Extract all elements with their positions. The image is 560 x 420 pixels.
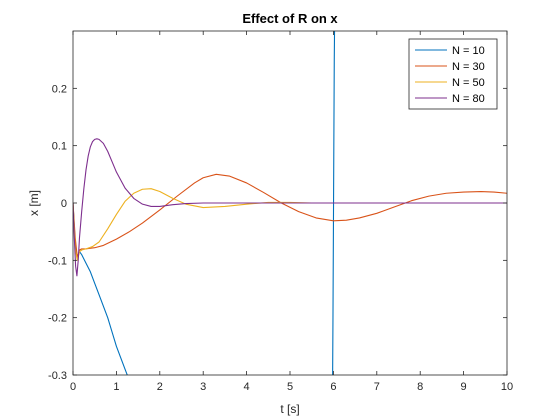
y-tick-label: 0.2: [52, 83, 67, 95]
y-axis-label: x [m]: [27, 190, 41, 216]
y-tick-label: 0.1: [52, 141, 67, 153]
y-tick-label: -0.2: [48, 313, 67, 325]
series-layer: [73, 31, 507, 375]
x-tick-label: 2: [157, 381, 163, 393]
series-line-1: [332, 31, 336, 375]
x-tick-label: 8: [417, 381, 423, 393]
legend-box: [408, 38, 498, 110]
legend-label: N = 10: [452, 45, 485, 57]
y-axis: -0.3 -0.2 -0.1 0 0.1 0.2: [48, 83, 507, 382]
legend-label: N = 80: [452, 93, 485, 105]
x-tick-label: 9: [461, 381, 467, 393]
x-tick-label: 5: [287, 381, 293, 393]
series-line-4: [73, 138, 507, 277]
x-tick-label: 0: [70, 381, 76, 393]
x-tick-label: 10: [501, 381, 513, 393]
x-tick-label: 4: [244, 381, 250, 393]
x-tick-label: 6: [330, 381, 336, 393]
legend-label: N = 50: [452, 77, 485, 89]
series-line-2: [73, 173, 507, 259]
x-tick-label: 3: [200, 381, 206, 393]
y-tick-label: -0.3: [48, 370, 67, 382]
x-axis-label: t [s]: [280, 402, 299, 416]
y-tick-label: 0: [61, 198, 67, 210]
y-tick-label: -0.1: [48, 255, 67, 267]
x-tick-label: 7: [374, 381, 380, 393]
x-axis: 0 1 2 3 4 5 6 7 8 9 10: [70, 31, 513, 393]
x-tick-label: 1: [113, 381, 119, 393]
chart-title: Effect of R on x: [242, 11, 338, 26]
legend: N = 10 N = 30 N = 50 N = 80: [408, 38, 498, 110]
legend-label: N = 30: [452, 61, 485, 73]
